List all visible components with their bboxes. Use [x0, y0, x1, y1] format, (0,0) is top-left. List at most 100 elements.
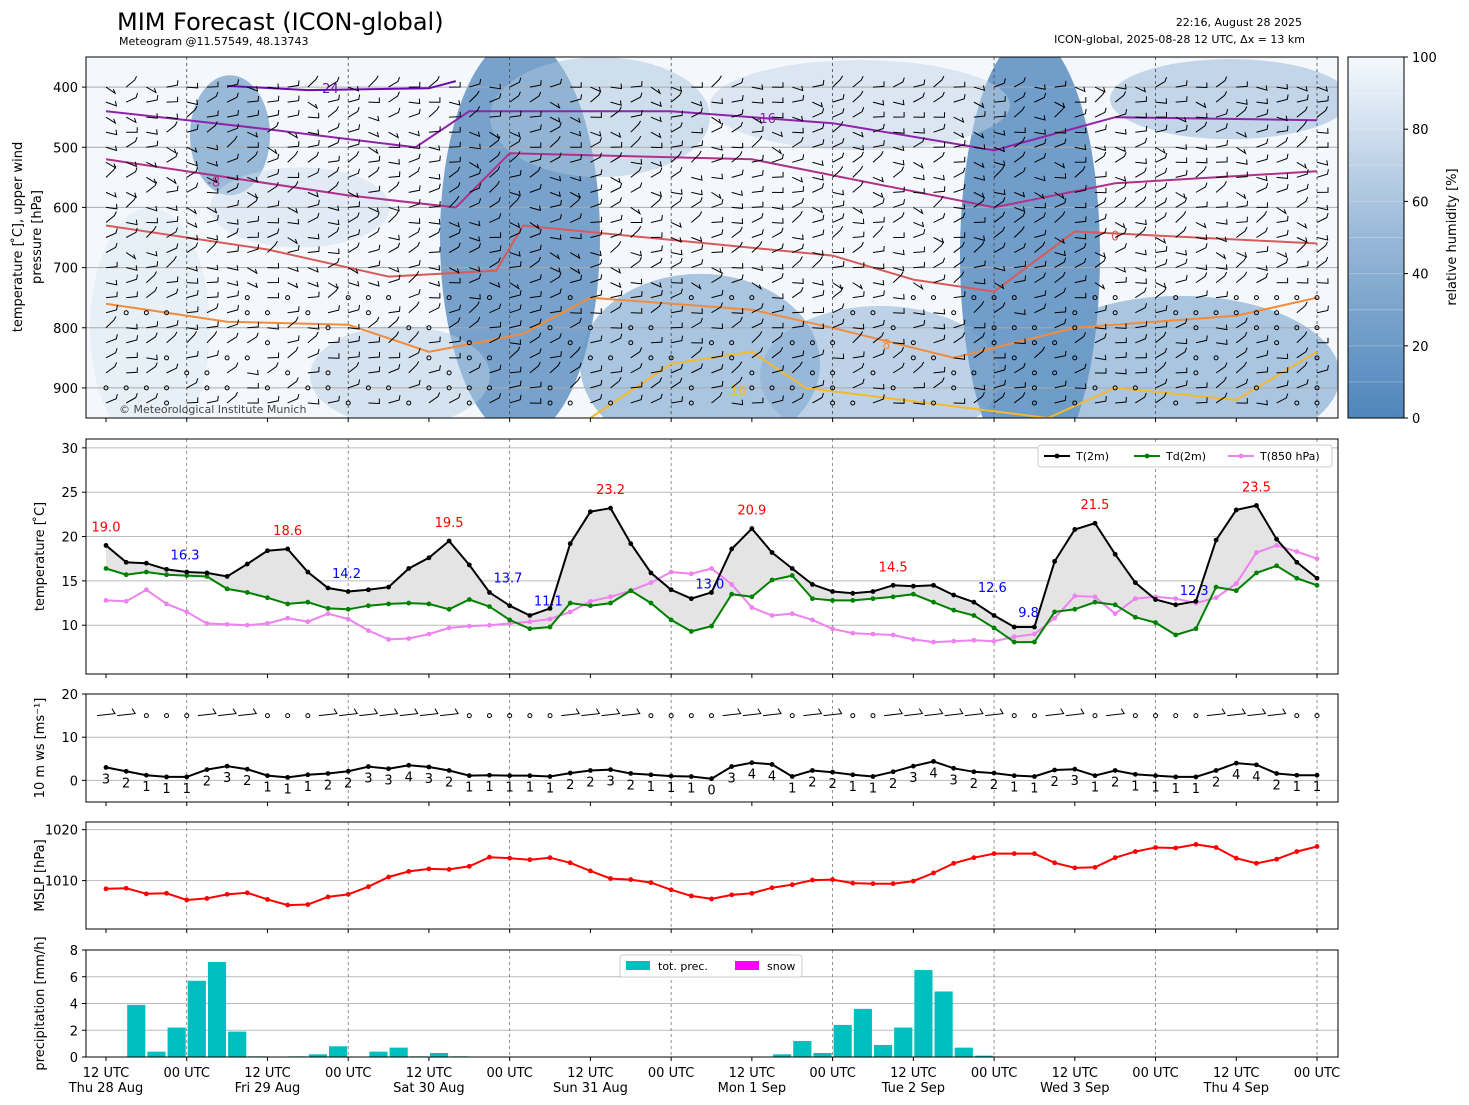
precip-bar	[167, 1027, 186, 1057]
time-tick-label: 00 UTC	[971, 1066, 1017, 1081]
mslp-point	[1072, 865, 1078, 871]
wind-barb	[449, 156, 461, 163]
wind-barb	[469, 78, 482, 88]
wind-barb	[590, 198, 603, 208]
wind-barb	[166, 176, 177, 185]
wind-barb	[368, 185, 381, 193]
wind-barb	[953, 241, 965, 253]
td2m-point	[850, 597, 856, 603]
t2m-point	[527, 613, 533, 618]
td2m-point	[1274, 563, 1280, 569]
pressure-tick-label: 800	[53, 322, 78, 337]
wind-barb	[570, 274, 583, 284]
wind-barb	[186, 146, 198, 153]
wind-barb	[1175, 116, 1187, 123]
windspeed-point	[991, 770, 997, 776]
wind-barb	[892, 362, 905, 374]
wind-barb	[307, 246, 320, 254]
wind-barb	[1316, 204, 1329, 211]
wind-barb	[1216, 171, 1228, 178]
calm-marker	[628, 340, 634, 346]
mslp-point	[931, 870, 936, 876]
wind-barb	[1034, 303, 1047, 314]
wind-barb	[549, 191, 562, 198]
mslp-point	[184, 897, 190, 903]
wind-barb	[731, 376, 743, 389]
wind-barb	[893, 338, 905, 345]
t850-point	[265, 621, 270, 626]
windspeed-point	[527, 773, 533, 779]
wind-barb	[893, 159, 905, 166]
wind-barb	[791, 136, 804, 148]
wind-barb	[933, 91, 945, 103]
wind-barb	[1316, 235, 1329, 241]
calm-marker	[1274, 295, 1280, 301]
wind-barb	[1155, 331, 1167, 344]
windspeed-point	[850, 772, 856, 778]
surface-wind-barb	[379, 708, 399, 717]
wind-barb	[953, 81, 966, 88]
wind-barb	[206, 264, 219, 271]
wind-barb	[125, 92, 138, 103]
t2m-point	[1314, 575, 1320, 581]
wind-barb	[1155, 197, 1168, 208]
wind-barb	[772, 218, 784, 224]
wind-barb	[509, 170, 522, 178]
wind-barb	[1296, 161, 1308, 170]
wind-barb	[247, 267, 258, 275]
td2m-point	[648, 600, 654, 606]
windspeed-point	[1072, 766, 1078, 772]
windspeed-label: 4	[929, 766, 937, 781]
wind-barb	[327, 286, 339, 299]
calm-marker	[1294, 295, 1300, 301]
wind-barb	[1115, 396, 1127, 404]
wind-barb	[307, 101, 319, 110]
wind-barb	[791, 287, 804, 299]
wind-barb	[529, 205, 542, 212]
wind-barb	[650, 167, 663, 178]
wind-barb	[368, 281, 380, 287]
wind-barb	[449, 111, 461, 118]
wind-barb	[1276, 257, 1289, 269]
calm-marker	[1274, 325, 1280, 331]
wind-barb	[226, 123, 239, 133]
wind-barb	[1135, 137, 1148, 148]
wind-barb	[146, 86, 157, 94]
wind-barb	[186, 234, 199, 241]
wind-barb	[933, 366, 946, 374]
wind-barb	[1155, 146, 1166, 155]
wind-barb	[1054, 173, 1067, 179]
t850-point	[345, 616, 351, 622]
wind-barb	[650, 366, 663, 374]
calm-marker	[1173, 400, 1179, 406]
wind-barb	[792, 176, 804, 183]
wind-barb	[1034, 84, 1046, 90]
windspeed-point	[1193, 774, 1199, 780]
wind-barb	[1175, 157, 1188, 164]
wind-barb	[792, 350, 805, 359]
wind-barb	[1054, 257, 1067, 269]
wind-barb	[1276, 184, 1289, 193]
wind-barb	[549, 135, 561, 148]
wind-barb	[913, 174, 925, 181]
wind-barb	[408, 143, 421, 149]
t2m-point	[810, 582, 815, 587]
wind-barb	[973, 235, 986, 242]
wind-barb	[469, 183, 482, 193]
wind-barb	[569, 376, 581, 389]
calm-marker	[567, 400, 573, 406]
t2m-point	[164, 566, 169, 572]
wind-barb	[913, 282, 924, 291]
wind-barb	[287, 316, 299, 329]
wind-barb	[1074, 144, 1087, 151]
wind-barb	[711, 272, 723, 284]
precip-bar	[833, 1024, 852, 1057]
windspeed-point	[103, 765, 109, 770]
wind-barb	[529, 91, 542, 103]
t850-point	[810, 617, 815, 623]
t850-point	[1254, 550, 1259, 555]
colorbar-tick-label: 20	[1412, 340, 1429, 355]
wind-barb	[1115, 352, 1127, 359]
mslp-point	[224, 891, 230, 897]
wind-barb	[791, 361, 803, 374]
